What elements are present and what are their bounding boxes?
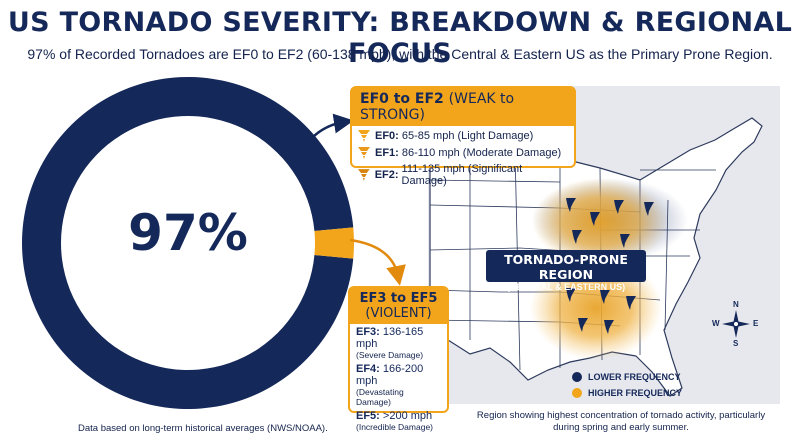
compass-icon: N S W E xyxy=(712,300,759,348)
ef5-code: EF5: xyxy=(356,410,380,422)
ef02-row-ef2: EF2: 111-135 mph (Significant Damage) xyxy=(352,160,574,187)
region-subtitle: (CENTRAL & EASTERN US) xyxy=(506,282,626,292)
hot-zone-south xyxy=(530,256,662,360)
ef5-desc: (Incredible Damage) xyxy=(356,422,434,432)
page-title: US TORNADO SEVERITY: BREAKDOWN & REGIONA… xyxy=(7,7,793,69)
ef02-card-heading: EF0 to EF2 (WEAK to STRONG) xyxy=(352,88,574,126)
legend-dot-higher xyxy=(572,388,582,398)
legend-item-higher: HIGHER FREQUENCY xyxy=(572,388,682,398)
ef35-item-ef3: EF3: 136-165 mph (Severe Damage) xyxy=(350,324,447,361)
ef02-heading-light: (WEAK to STRONG) xyxy=(360,91,515,123)
tornado-markers xyxy=(566,198,654,334)
ef35-heading-line2: (VIOLENT) xyxy=(365,306,432,321)
ef1-code: EF1: xyxy=(375,147,399,159)
hot-zone-north xyxy=(532,178,668,266)
legend-label-higher: HIGHER FREQUENCY xyxy=(588,388,683,398)
compass-e: E xyxy=(753,319,759,328)
ef4-code: EF4: xyxy=(356,363,380,375)
ef3-desc: (Severe Damage) xyxy=(356,350,424,360)
ef2-text: 111-135 mph (Significant Damage) xyxy=(401,163,523,187)
legend-dot-lower xyxy=(572,372,582,382)
ef3-speed: 136-165 mph xyxy=(356,326,424,350)
footnote: Data based on long-term historical avera… xyxy=(78,423,328,434)
ef2-code: EF2: xyxy=(374,169,399,181)
ef02-row-ef1: EF1: 86-110 mph (Moderate Damage) xyxy=(352,143,574,160)
tornado-icon xyxy=(358,169,370,181)
compass-w: W xyxy=(712,319,720,328)
ef5-speed: >200 mph xyxy=(382,410,433,422)
ef02-heading-bold: EF0 to EF2 xyxy=(360,91,444,107)
tornado-icon xyxy=(358,147,370,159)
ef0-code: EF0: xyxy=(375,130,399,142)
page-subtitle: 97% of Recorded Tornadoes are EF0 to EF2… xyxy=(27,46,773,62)
tornado-icon xyxy=(358,130,370,142)
arrow-to-ef35-card xyxy=(349,238,406,286)
ef1-text: 86-110 mph (Moderate Damage) xyxy=(401,147,562,159)
ef4-speed: 166-200 mph xyxy=(356,363,424,387)
ef35-card: EF3 to EF5 (VIOLENT) EF3: 136-165 mph (S… xyxy=(348,286,449,432)
region-title: TORNADO-PRONE REGION xyxy=(504,252,628,282)
ef35-heading-line1: EF3 to EF5 xyxy=(359,291,438,306)
legend-item-lower: LOWER FREQUENCY xyxy=(572,372,682,382)
donut-slice-ef3-ef5 xyxy=(314,227,354,259)
map-caption: Region showing highest concentration of … xyxy=(476,410,766,433)
compass-n: N xyxy=(733,300,739,309)
compass-s: S xyxy=(733,339,739,348)
arrow-to-ef02-card xyxy=(300,113,354,151)
tornado-prone-region-label: TORNADO-PRONE REGION (CENTRAL & EASTERN … xyxy=(486,250,646,292)
ef35-item-ef4: EF4: 166-200 mph (Devastating Damage) xyxy=(350,361,447,408)
ef02-row-ef0: EF0: 65-85 mph (Light Damage) xyxy=(352,126,574,143)
map-legend: LOWER FREQUENCY HIGHER FREQUENCY xyxy=(572,372,682,404)
ef4-desc: (Devastating Damage) xyxy=(356,387,404,407)
ef0-text: 65-85 mph (Light Damage) xyxy=(401,130,534,142)
legend-label-lower: LOWER FREQUENCY xyxy=(588,372,681,382)
donut-center-label: 97% xyxy=(128,204,248,262)
ef35-card-heading: EF3 to EF5 (VIOLENT) xyxy=(350,288,447,324)
ef3-code: EF3: xyxy=(356,326,380,338)
ef02-card: EF0 to EF2 (WEAK to STRONG) EF0: 65-85 m… xyxy=(350,86,576,187)
ef35-item-ef5: EF5: >200 mph (Incredible Damage) xyxy=(350,408,447,433)
